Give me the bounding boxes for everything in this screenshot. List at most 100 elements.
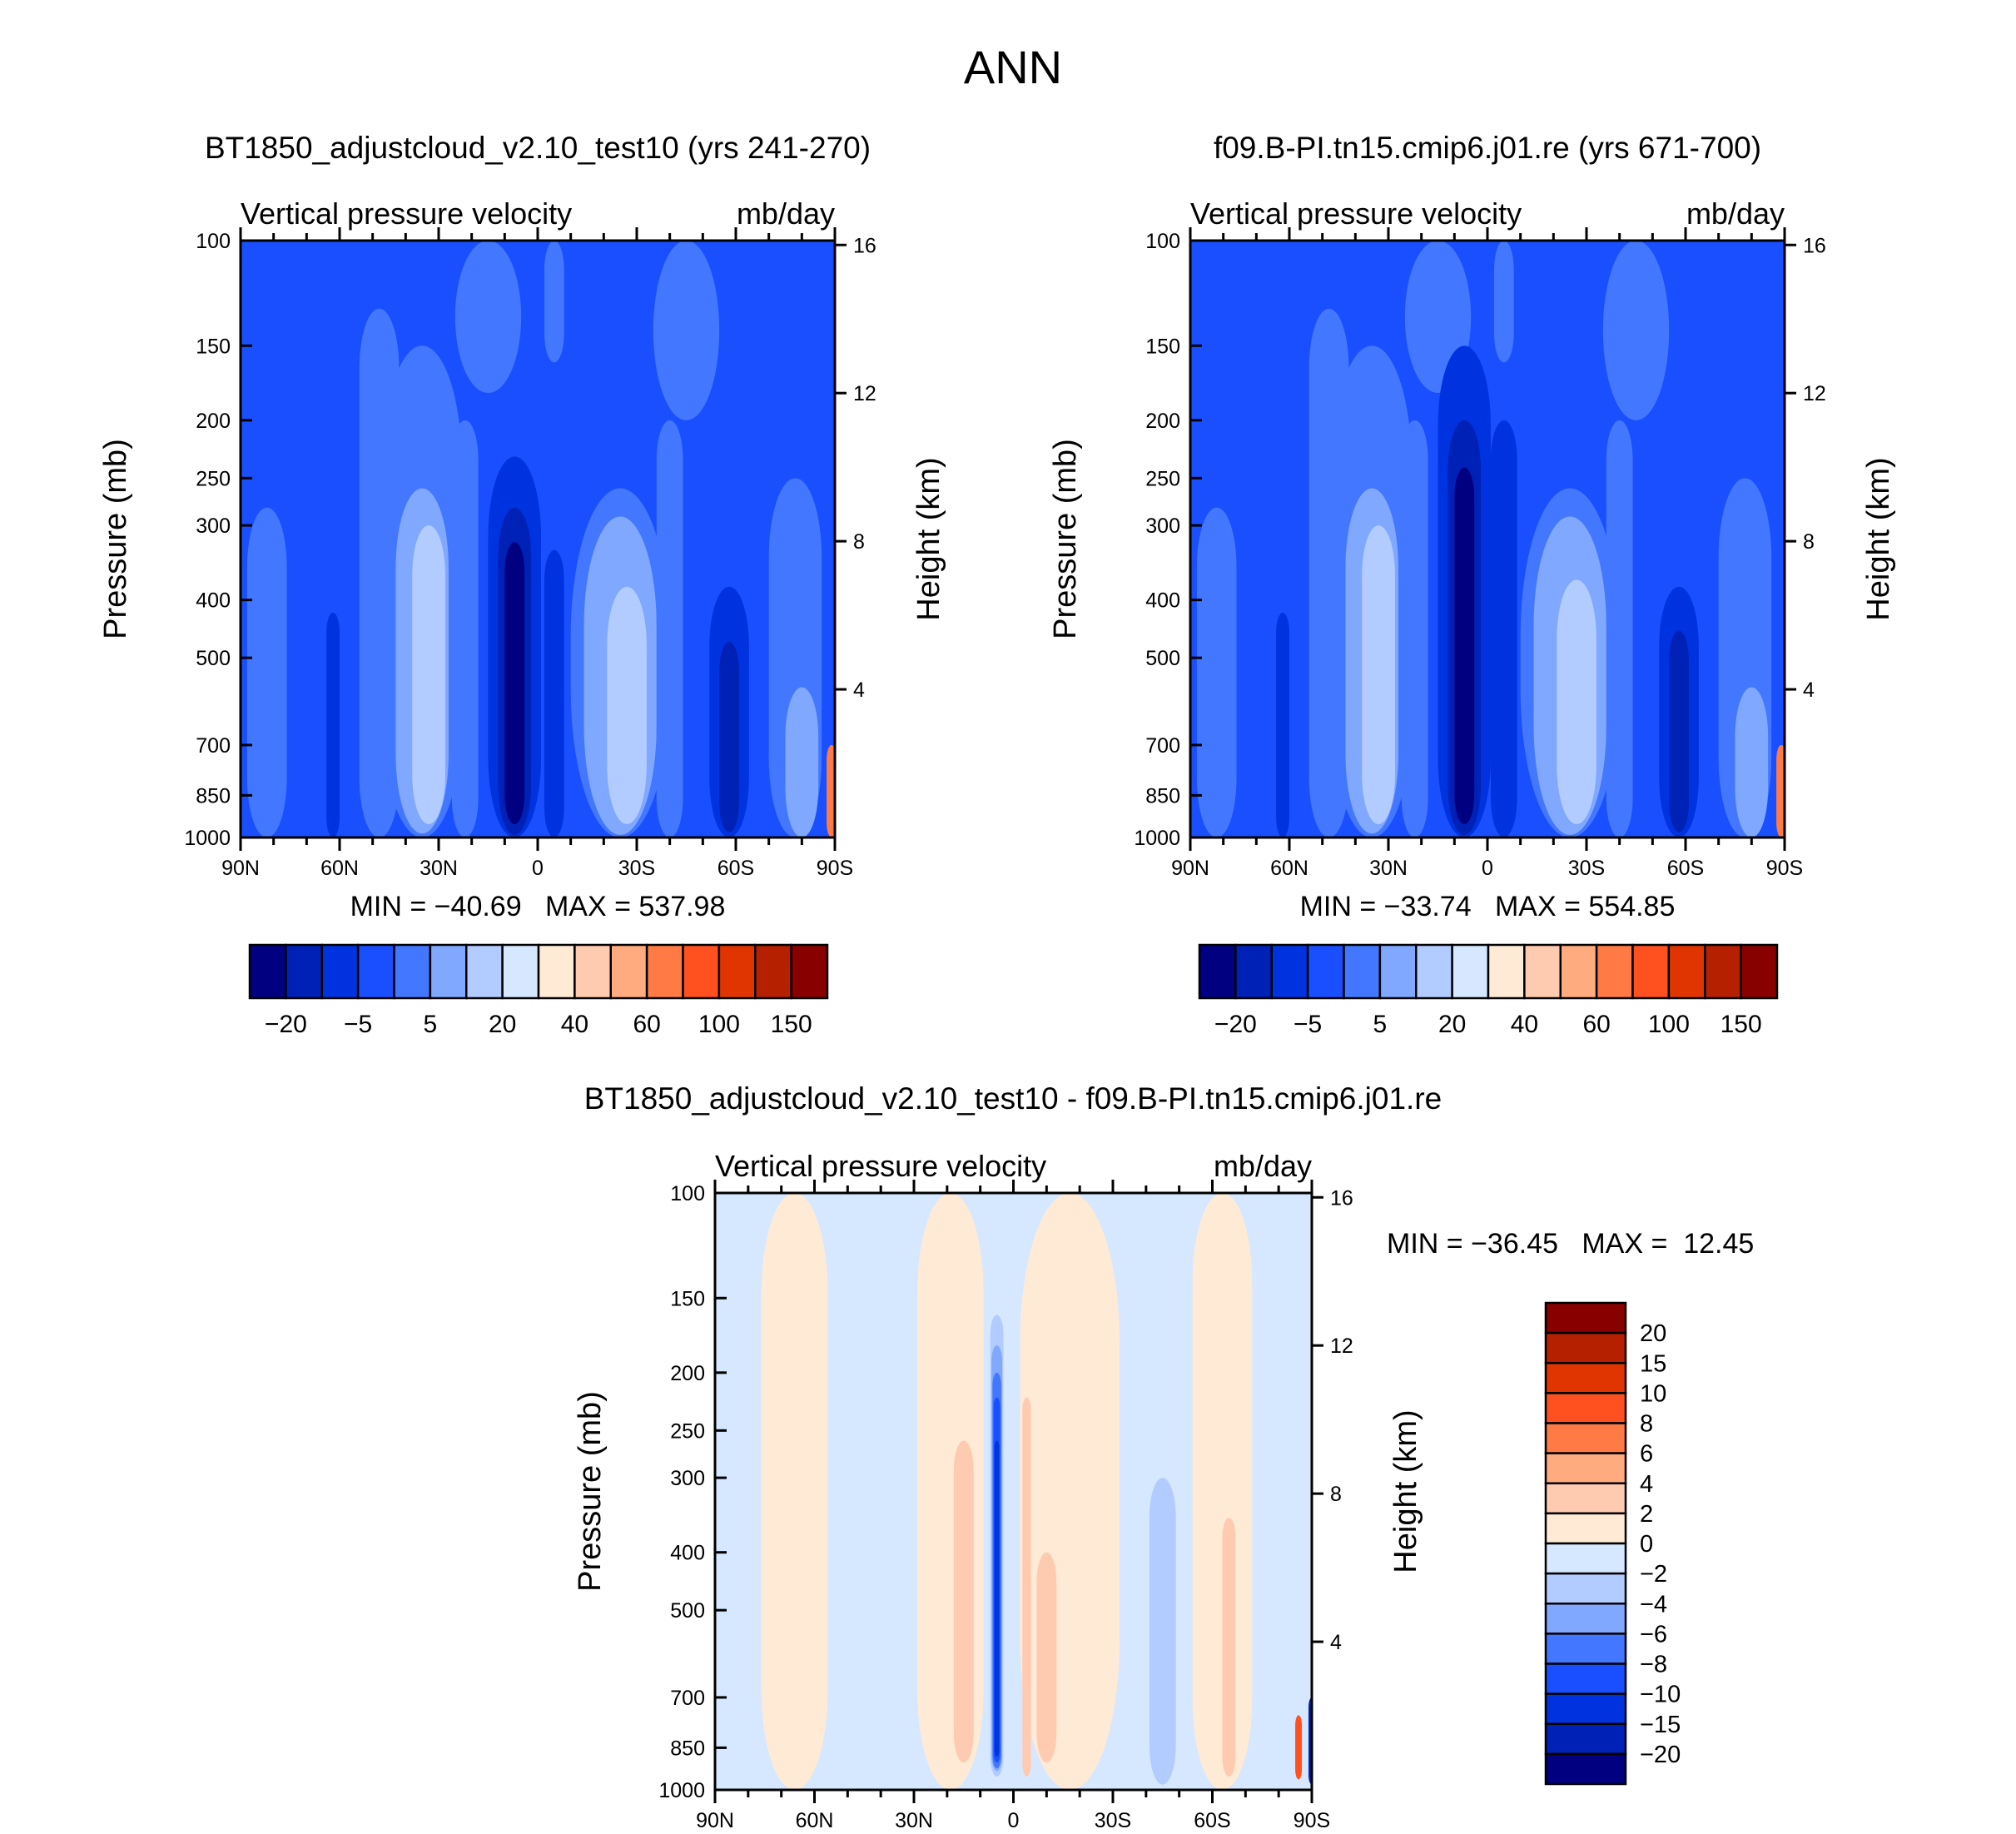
colorbar-box [1544,1752,1627,1786]
contour-region [1735,687,1769,837]
y-right-tick-label: 4 [1330,1631,1342,1654]
y-tick-label: 850 [670,1737,705,1760]
colorbar-box [1544,1722,1627,1756]
y-tick-label: 400 [196,589,231,613]
contour-region [1493,241,1514,363]
contour-region [412,525,445,825]
colorbar-box [1451,943,1490,1000]
colorbar-box [1544,1542,1627,1575]
x-tick-label: 90N [1171,857,1209,880]
contour-region [1490,420,1517,837]
y-tick-label: 700 [196,734,231,758]
contour-region [1149,1478,1176,1785]
colorbar-label: 100 [698,1011,740,1038]
y-tick-label: 500 [670,1599,705,1623]
colorbar-label: 5 [1373,1011,1388,1038]
contour-field [241,241,835,837]
colorbar-box [393,943,432,1000]
colorbar-label: 60 [633,1011,660,1038]
contour-region [1776,744,1785,837]
colorbar-box [1270,943,1309,1000]
colorbar-label: 150 [1721,1011,1762,1038]
colorbar-box [609,943,648,1000]
colorbar-label: 40 [561,1011,588,1038]
x-tick-label: 90S [817,857,853,880]
contour-region [1036,1552,1057,1763]
colorbar-label: −20 [265,1011,307,1038]
contour-field [1190,241,1785,837]
contour-region [544,241,564,363]
panel-3: BT1850_adjustcloud_v2.10_test10 - f09.B-… [573,1081,1754,1832]
y-tick-label: 150 [196,335,231,358]
colorbar-label: −20 [1214,1011,1257,1038]
x-tick-label: 90S [1766,857,1803,880]
contour-region [1454,467,1475,825]
colorbar-box [574,943,612,1000]
y-tick-label: 1000 [1134,827,1180,850]
y-right-tick-label: 16 [1803,234,1826,257]
colorbar-label: 20 [489,1011,516,1038]
panel-title: BT1850_adjustcloud_v2.10_test10 (yrs 241… [205,131,871,165]
subtitle-variable: Vertical pressure velocity [1190,196,1522,231]
colorbar-box [682,943,721,1000]
figure-title: ANN [964,41,1062,93]
colorbar-box [501,943,540,1000]
contour-region [607,586,647,825]
contour-region [1022,1397,1031,1777]
y-tick-label: 300 [196,514,231,538]
colorbar-label: 2 [1640,1501,1653,1528]
colorbar-label: 4 [1640,1471,1653,1498]
contour-region [785,687,819,837]
colorbar-label: 10 [1640,1380,1666,1407]
y-tick-label: 850 [196,784,231,808]
colorbar-box [1544,1362,1627,1394]
y-right-tick-label: 16 [853,234,876,257]
colorbar-box [1544,1663,1627,1695]
x-tick-label: 30N [1369,857,1408,880]
y-right-axis-label: Height (km) [911,457,946,620]
panel-title: f09.B-PI.tn15.cmip6.j01.re (yrs 671-700) [1214,131,1761,165]
y-tick-label: 300 [1145,514,1180,538]
colorbar-label: −10 [1640,1682,1681,1708]
subtitle-variable: Vertical pressure velocity [715,1149,1046,1183]
colorbar-label: 15 [1640,1350,1666,1377]
colorbar-box [1667,943,1706,1000]
y-tick-label: 700 [1145,734,1180,758]
y-right-tick-label: 12 [1330,1334,1353,1358]
y-right-tick-label: 12 [853,382,876,405]
colorbar-box [1544,1692,1627,1725]
colorbar-label: 100 [1648,1011,1690,1038]
contour-region [1020,1193,1120,1790]
colorbar-box [1544,1482,1627,1515]
contour-region [656,420,683,837]
contour-region [1196,507,1237,837]
y-tick-label: 400 [1145,589,1180,613]
contour-region [719,641,739,833]
colorbar-box [285,943,323,1000]
x-tick-label: 0 [1008,1809,1020,1832]
y-tick-label: 500 [196,647,231,670]
x-tick-label: 30S [1568,857,1605,880]
colorbar-label: 60 [1582,1011,1610,1038]
contour-region [827,744,835,837]
x-tick-label: 30N [420,857,458,880]
colorbar-box [754,943,792,1000]
colorbar: −20 −5 5 20 40 60 100 150 [248,943,829,1038]
panel-2: f09.B-PI.tn15.cmip6.j01.re (yrs 671-700)… [1048,131,1896,1038]
y-right-axis-label: Height (km) [1861,457,1896,620]
contour-region [1602,241,1670,420]
y-tick-label: 200 [1145,410,1180,433]
subtitle-units: mb/day [1686,196,1785,231]
y-tick-label: 500 [1145,647,1180,670]
colorbar-box [1544,1633,1627,1665]
colorbar-label: −2 [1640,1561,1667,1588]
colorbar-label: −6 [1640,1621,1667,1648]
colorbar-box [1306,943,1345,1000]
colorbar-label: 8 [1640,1411,1653,1438]
colorbar-box [645,943,684,1000]
x-tick-label: 60N [320,857,359,880]
contour-region [1222,1518,1236,1777]
x-tick-label: 30S [1095,1809,1131,1832]
